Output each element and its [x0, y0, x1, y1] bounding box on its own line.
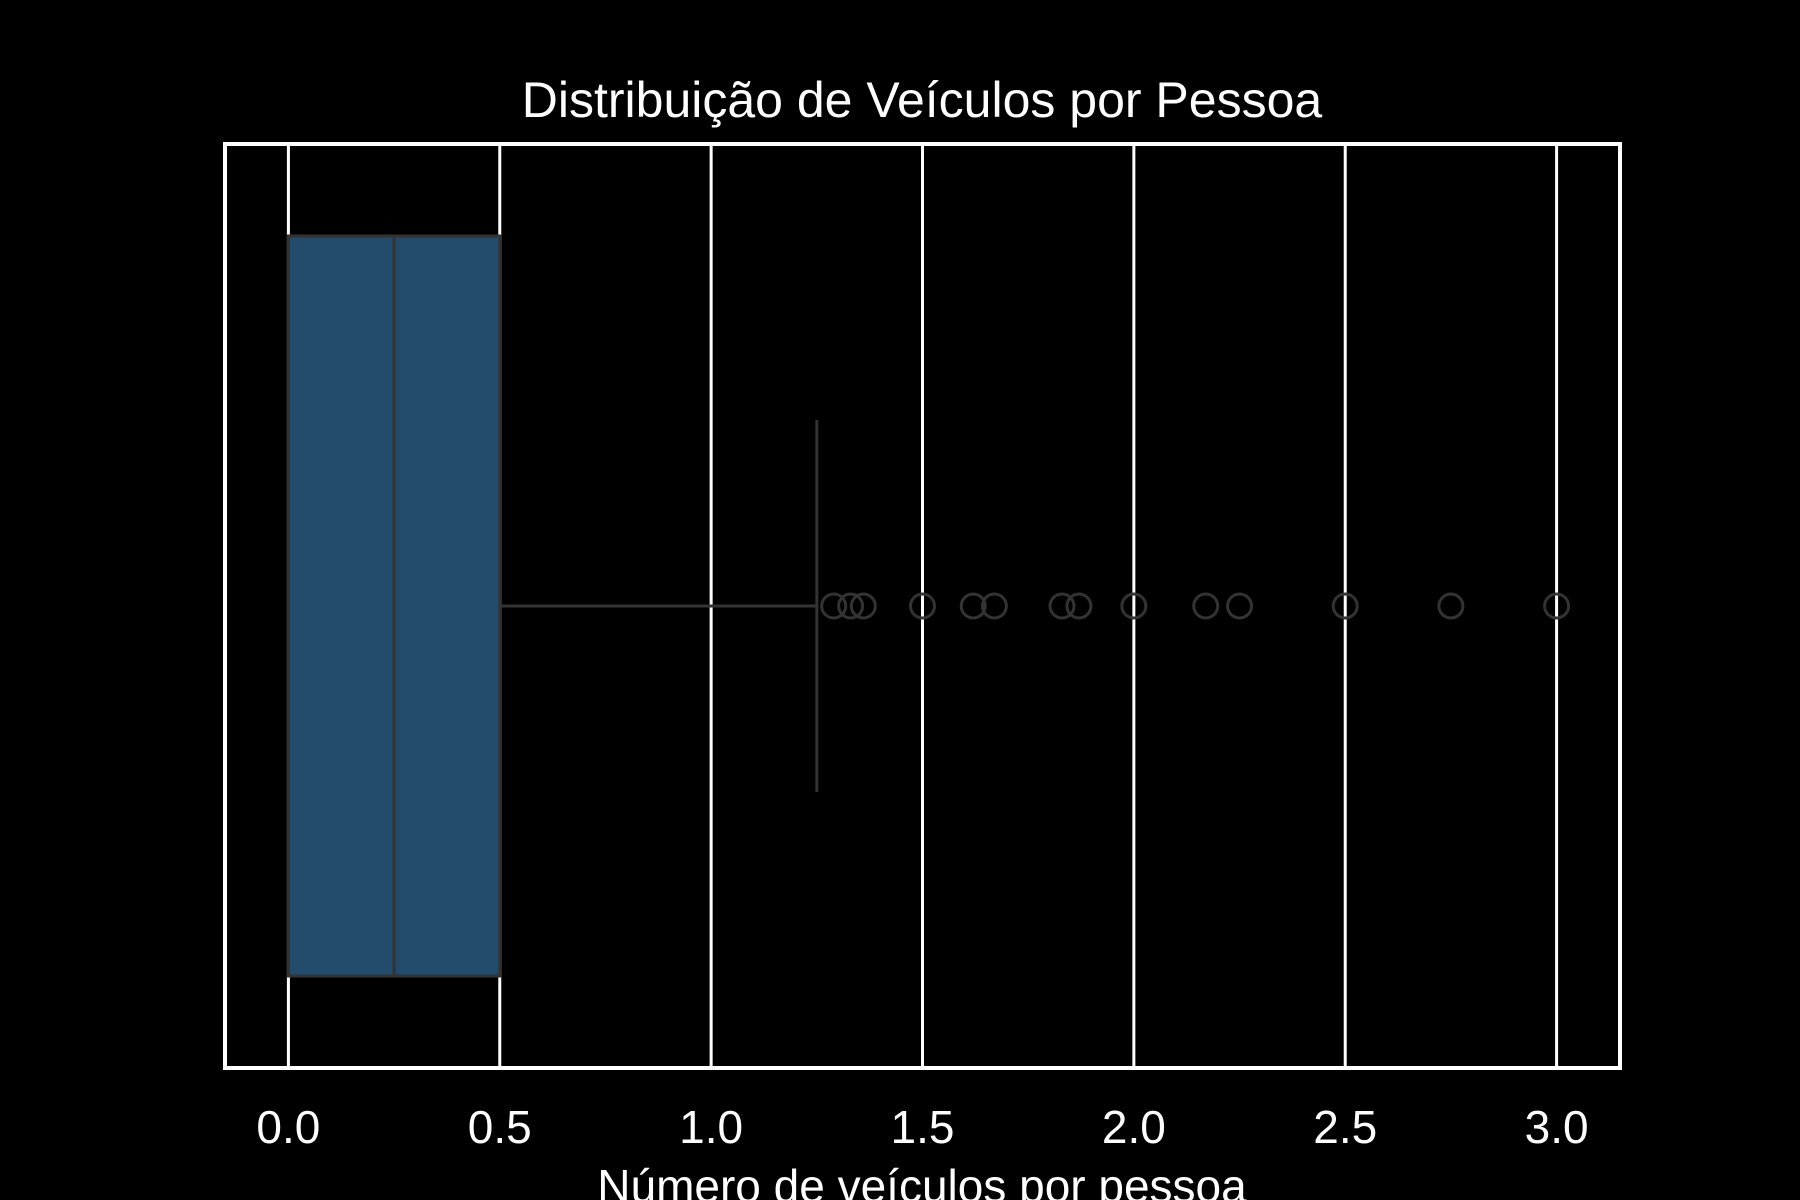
outlier-point	[1120, 592, 1148, 620]
outlier-point	[1048, 592, 1076, 620]
outlier-points	[820, 592, 1571, 620]
x-tick-label: 1.5	[891, 1101, 955, 1153]
x-tick-label: 2.5	[1313, 1101, 1377, 1153]
plot-frame	[223, 142, 1622, 1070]
outlier-point	[1331, 592, 1359, 620]
outlier-point	[849, 592, 877, 620]
box-plot	[286, 234, 819, 978]
x-tick-label: 1.0	[679, 1101, 743, 1153]
x-tick-label: 2.0	[1102, 1101, 1166, 1153]
chart-title: Distribuição de Veículos por Pessoa	[522, 72, 1323, 128]
outlier-point	[980, 592, 1008, 620]
outlier-point	[837, 592, 865, 620]
outlier-point	[1065, 592, 1093, 620]
outlier-point	[909, 592, 936, 620]
x-axis-label: Número de veículos por pessoa	[597, 1160, 1247, 1200]
x-tick-label: 0.0	[256, 1101, 320, 1153]
x-tick-label: 3.0	[1525, 1101, 1589, 1153]
x-axis-ticks: 0.0 0.5 1.0 1.5 2.0 2.5 3.0	[256, 1101, 1588, 1153]
outlier-point	[1543, 592, 1571, 620]
outlier-point	[1192, 592, 1220, 620]
outlier-point	[959, 592, 987, 620]
outlier-point	[1437, 592, 1465, 620]
x-tick-label: 0.5	[468, 1101, 532, 1153]
outlier-point	[1226, 592, 1254, 620]
outlier-point	[820, 592, 848, 620]
